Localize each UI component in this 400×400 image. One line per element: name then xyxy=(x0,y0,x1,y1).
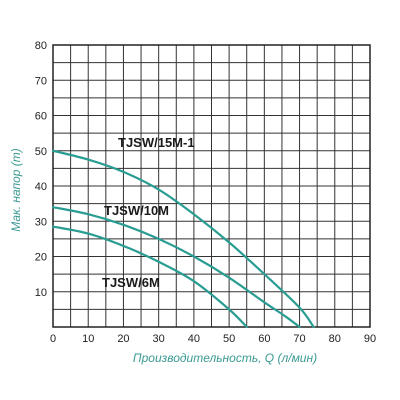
x-tick-label: 20 xyxy=(117,333,129,345)
y-tick-label: 80 xyxy=(35,40,47,52)
x-tick-label: 30 xyxy=(153,333,165,345)
series-line-2 xyxy=(51,225,248,329)
y-tick-label: 50 xyxy=(35,146,47,158)
x-axis-title: Производительность, Q (л/мин) xyxy=(133,351,317,365)
x-tick-label: 40 xyxy=(188,333,200,345)
series-labels: TJSW/15M-1 TJSW/10M TJSW/6M xyxy=(102,135,195,290)
y-tick-label: 20 xyxy=(35,252,47,264)
x-tick-label: 50 xyxy=(223,333,235,345)
series-label-1: TJSW/10M xyxy=(104,203,169,218)
y-tick-label: 30 xyxy=(35,216,47,228)
y-tick-label: 70 xyxy=(35,75,47,87)
x-tick-label: 10 xyxy=(82,333,94,345)
series-line-0 xyxy=(51,149,315,329)
x-tick-label: 60 xyxy=(258,333,270,345)
y-tick-label: 40 xyxy=(35,181,47,193)
y-tick-label: 10 xyxy=(35,287,47,299)
x-tick-label: 0 xyxy=(50,333,56,345)
series-label-2: TJSW/6M xyxy=(102,275,160,290)
y-tick-label: 60 xyxy=(35,111,47,123)
x-tick-labels: 0 10 20 30 40 50 60 70 80 90 xyxy=(50,333,376,345)
y-axis-title: Мак. напор (m) xyxy=(9,148,23,232)
grid xyxy=(52,44,371,328)
x-tick-label: 90 xyxy=(364,333,376,345)
series-line-1 xyxy=(51,206,301,329)
plot-frame xyxy=(52,44,371,328)
series-label-0: TJSW/15M-1 xyxy=(118,135,195,150)
x-tick-label: 80 xyxy=(329,333,341,345)
x-tick-label: 70 xyxy=(293,333,305,345)
series-curves xyxy=(51,149,315,329)
y-tick-labels: 10 20 30 40 50 60 70 80 xyxy=(35,40,47,299)
